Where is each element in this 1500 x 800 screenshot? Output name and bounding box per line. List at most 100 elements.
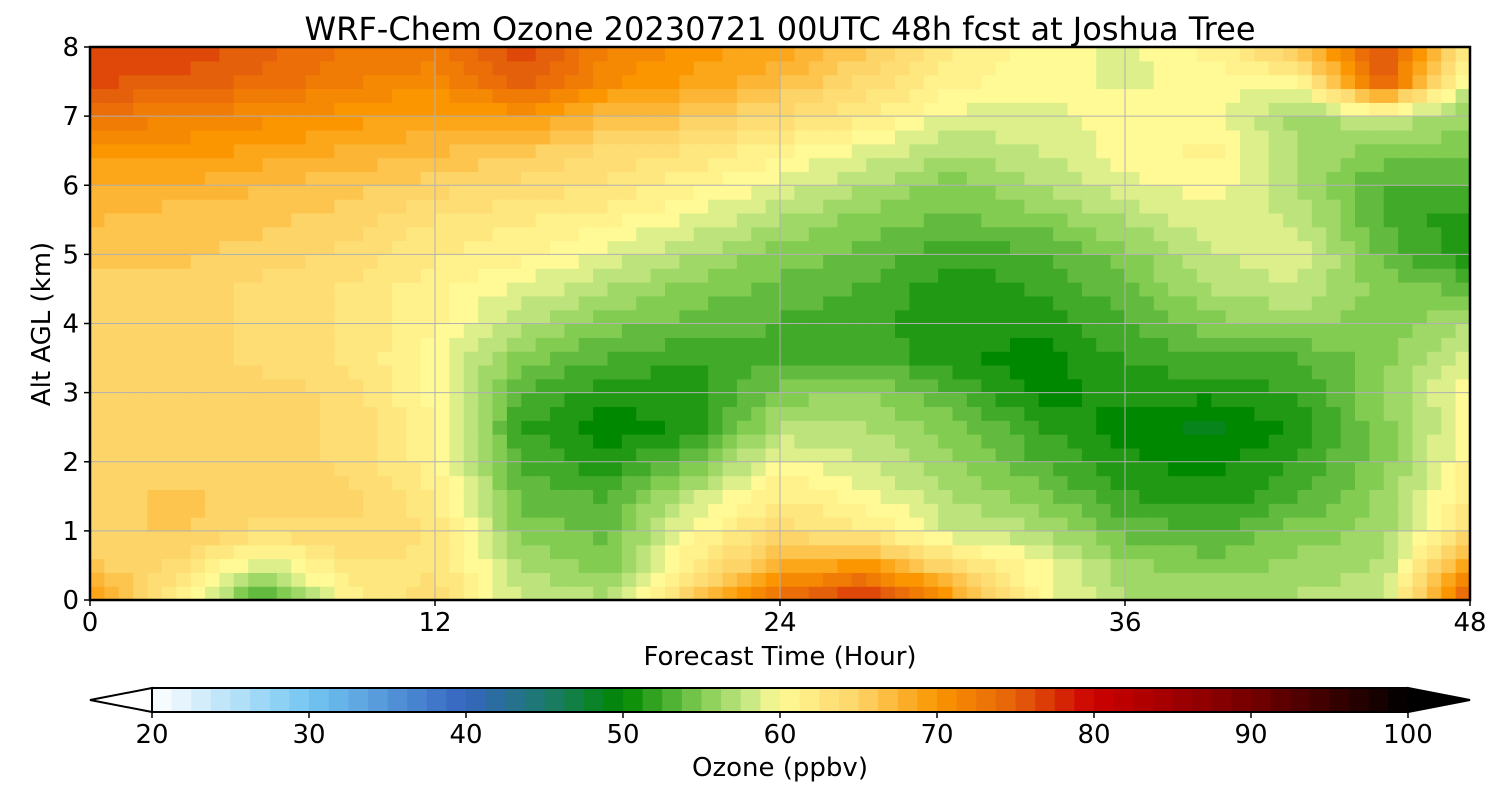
heatmap-cell [420, 434, 436, 449]
heatmap-cell [1110, 420, 1126, 435]
heatmap-cell [1369, 185, 1385, 200]
heatmap-cell [550, 392, 565, 408]
heatmap-cell [1441, 309, 1457, 325]
heatmap-cell [578, 240, 594, 255]
heatmap-cell [1412, 572, 1428, 587]
heatmap-cell [449, 254, 465, 269]
heatmap-cell [506, 268, 522, 283]
heatmap-cell [535, 143, 551, 159]
heatmap-cell [1053, 323, 1069, 338]
heatmap-cell [1024, 572, 1040, 587]
heatmap-cell [722, 157, 738, 173]
heatmap-cell [751, 309, 767, 325]
heatmap-cell [1240, 558, 1255, 573]
heatmap-cell [1455, 572, 1470, 587]
heatmap-cell [463, 143, 479, 159]
heatmap-cell [1096, 60, 1112, 76]
heatmap-cell [435, 392, 450, 408]
heatmap-cell [406, 337, 422, 352]
heatmap-cell [118, 351, 134, 366]
heatmap-cell [808, 406, 824, 421]
heatmap-cell [1240, 157, 1255, 173]
heatmap-cell [607, 572, 623, 587]
heatmap-cell [952, 392, 968, 408]
heatmap-cell [923, 447, 939, 463]
heatmap-cell [147, 323, 163, 338]
heatmap-cell [291, 240, 307, 255]
heatmap-cell [679, 434, 695, 449]
heatmap-cell [1153, 530, 1169, 546]
heatmap-cell [1225, 461, 1241, 477]
heatmap-cell [1398, 129, 1414, 145]
heatmap-cell [334, 185, 350, 200]
heatmap-cell [1369, 74, 1385, 90]
colorbar-segment [995, 688, 1017, 712]
heatmap-cell [1038, 392, 1054, 408]
heatmap-cell [420, 447, 436, 463]
heatmap-cell [981, 337, 997, 352]
heatmap-cell [1355, 530, 1370, 546]
heatmap-cell [1369, 392, 1385, 408]
heatmap-cell [118, 199, 134, 214]
heatmap-cell [1196, 116, 1212, 131]
heatmap-cell [377, 60, 393, 76]
heatmap-cell [205, 337, 220, 352]
heatmap-cell [1268, 323, 1284, 338]
heatmap-cell [823, 60, 839, 76]
heatmap-cell [880, 254, 896, 269]
heatmap-cell [1010, 254, 1025, 269]
heatmap-cell [219, 558, 235, 573]
heatmap-cell [190, 420, 206, 435]
heatmap-cell [363, 586, 379, 600]
heatmap-cell [205, 323, 220, 338]
heatmap-cell [1038, 558, 1054, 573]
heatmap-cell [1240, 461, 1255, 477]
heatmap-cell [463, 530, 479, 546]
heatmap-cell [1254, 323, 1270, 338]
heatmap-cell [1024, 434, 1040, 449]
heatmap-cell [1297, 309, 1313, 325]
heatmap-cell [564, 88, 580, 103]
heatmap-cell [1067, 102, 1083, 117]
heatmap-cell [133, 240, 149, 255]
heatmap-cell [593, 489, 609, 504]
heatmap-cell [420, 254, 436, 269]
heatmap-cell [765, 572, 781, 587]
heatmap-cell [276, 129, 292, 145]
heatmap-cell [1455, 88, 1470, 103]
heatmap-cell [1455, 60, 1470, 76]
heatmap-cell [1024, 199, 1040, 214]
heatmap-cell [463, 47, 479, 62]
heatmap-cell [866, 378, 882, 394]
heatmap-cell [1024, 212, 1040, 228]
colorbar-tick-label: 70 [920, 720, 953, 750]
heatmap-cell [578, 420, 594, 435]
heatmap-cell [276, 503, 292, 518]
heatmap-cell [320, 378, 335, 394]
heatmap-cell [751, 102, 767, 117]
heatmap-cell [233, 240, 249, 255]
heatmap-cell [133, 351, 149, 366]
heatmap-cell [449, 351, 465, 366]
heatmap-cell [808, 212, 824, 228]
heatmap-cell [679, 88, 695, 103]
heatmap-cell [492, 544, 508, 560]
heatmap-cell [348, 254, 364, 269]
heatmap-cell [391, 530, 407, 546]
heatmap-cell [492, 268, 508, 283]
heatmap-cell [1398, 544, 1414, 560]
heatmap-cell [363, 558, 379, 573]
heatmap-cell [564, 268, 580, 283]
heatmap-cell [133, 558, 149, 573]
heatmap-cell [1153, 544, 1169, 560]
heatmap-cell [118, 586, 134, 600]
heatmap-cell [435, 199, 450, 214]
heatmap-cell [305, 364, 321, 380]
heatmap-cell [650, 309, 666, 325]
heatmap-cell [248, 47, 264, 62]
heatmap-cell [449, 434, 465, 449]
heatmap-cell [1283, 392, 1299, 408]
heatmap-cell [1153, 475, 1169, 490]
heatmap-cell [118, 212, 134, 228]
heatmap-cell [190, 116, 206, 131]
